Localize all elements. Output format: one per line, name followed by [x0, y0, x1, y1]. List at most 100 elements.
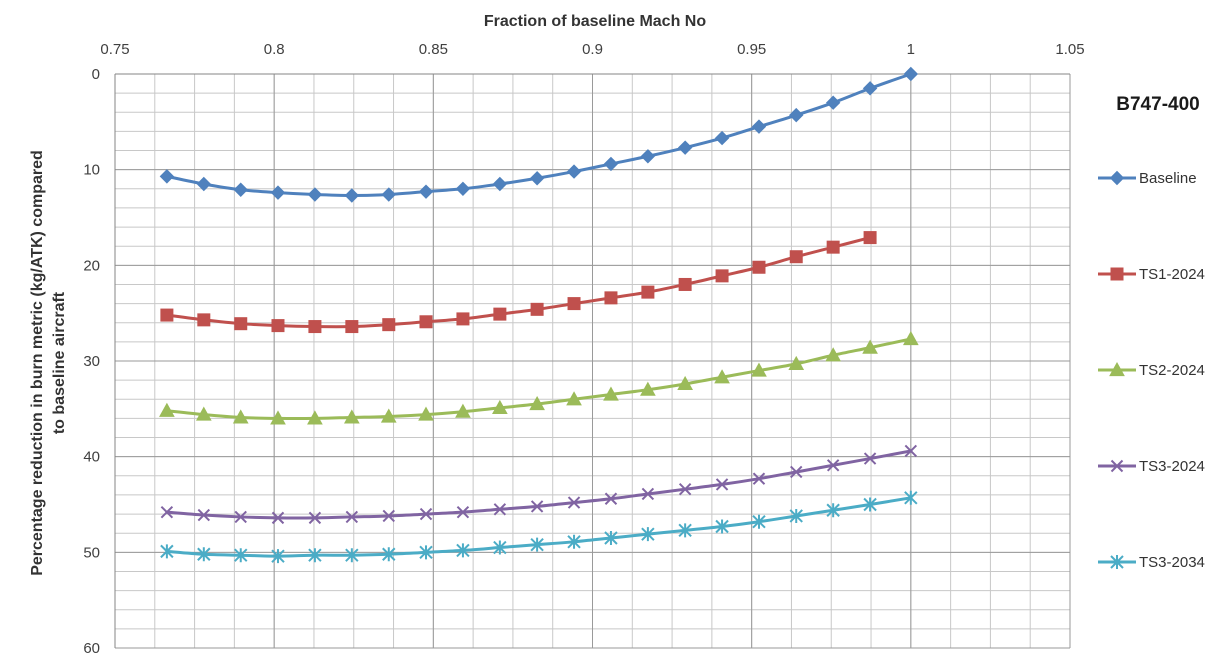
legend-marker	[1110, 267, 1124, 281]
data-point	[197, 508, 211, 522]
legend-item: TS3-2034	[1098, 554, 1205, 571]
chart-title: B747-400	[1116, 94, 1199, 115]
data-point	[788, 355, 805, 370]
data-point	[902, 330, 919, 346]
series-line	[165, 236, 872, 329]
data-point	[159, 169, 175, 184]
data-point	[604, 530, 618, 545]
data-point	[715, 478, 729, 491]
data-point	[714, 369, 730, 384]
series-ts1-2024	[160, 231, 877, 334]
data-point	[641, 487, 655, 501]
data-point	[641, 527, 655, 542]
data-point	[826, 240, 840, 254]
data-point	[603, 386, 619, 401]
data-point	[159, 402, 175, 417]
data-point	[270, 410, 286, 425]
data-point	[493, 540, 507, 555]
data-point	[641, 285, 655, 299]
data-point	[904, 490, 918, 505]
data-point	[233, 182, 248, 197]
data-point	[825, 347, 842, 362]
data-point	[271, 319, 285, 333]
data-point	[234, 510, 247, 524]
y-axis-title-line1: Percentage reduction in burn metric (kg/…	[29, 150, 46, 576]
data-point	[640, 149, 656, 164]
data-point	[826, 459, 840, 472]
data-point	[455, 181, 471, 197]
data-point	[863, 497, 877, 512]
data-point	[789, 107, 804, 123]
legend-item: TS1-2024	[1098, 266, 1205, 283]
data-point	[382, 318, 396, 332]
data-point	[677, 375, 693, 391]
data-point	[493, 307, 507, 321]
legend-label: Baseline	[1139, 170, 1197, 187]
data-point	[752, 472, 766, 485]
legend-label: TS2-2024	[1139, 362, 1205, 379]
legend-marker	[1110, 555, 1124, 569]
data-point	[232, 409, 249, 424]
data-point	[752, 514, 766, 529]
series-layer	[159, 66, 919, 564]
data-point	[603, 156, 619, 172]
x-tick-label: 0.75	[100, 41, 129, 58]
data-point	[640, 381, 656, 396]
data-point	[308, 548, 322, 563]
data-point	[789, 250, 803, 264]
data-point	[826, 503, 840, 518]
y-tick-label: 50	[83, 544, 100, 561]
data-point	[751, 119, 767, 134]
data-point	[381, 187, 396, 202]
x-tick-label: 0.8	[264, 41, 285, 58]
legend-label: TS3-2024	[1139, 458, 1205, 475]
data-point	[418, 406, 434, 421]
data-point	[382, 509, 395, 523]
data-point	[567, 297, 581, 311]
data-point	[456, 543, 470, 558]
data-point	[678, 277, 692, 291]
data-point	[271, 549, 285, 564]
x-tick-label: 0.9	[582, 41, 603, 58]
data-point	[418, 184, 434, 199]
data-point	[197, 547, 211, 562]
data-point	[677, 140, 693, 155]
series-ts2-2024	[159, 330, 919, 425]
data-point	[715, 519, 729, 534]
data-point	[195, 406, 212, 421]
y-axis-title-line2: to baseline aircraft	[51, 291, 68, 434]
y-tick-label: 60	[83, 640, 100, 654]
grid	[114, 73, 1071, 649]
data-point	[344, 188, 360, 203]
legend-label: TS3-2034	[1139, 554, 1205, 571]
data-point	[234, 317, 248, 331]
data-point	[566, 391, 582, 406]
data-point	[455, 403, 471, 418]
x-axis-title: Fraction of baseline Mach No	[484, 13, 706, 30]
data-point	[197, 313, 211, 327]
series-baseline	[159, 66, 919, 203]
x-tick-label: 1	[907, 41, 915, 58]
data-point	[678, 482, 692, 496]
data-point	[567, 496, 581, 509]
y-tick-label: 0	[92, 66, 100, 83]
legend-label: TS1-2024	[1139, 266, 1205, 283]
data-point	[234, 548, 248, 563]
data-point	[530, 537, 544, 552]
legend: Baseline TS1-2024 TS2-2024 TS3-2024 TS3-2034	[1098, 170, 1205, 571]
series-ts3-2024	[160, 444, 918, 525]
data-point	[493, 503, 507, 516]
legend-item: Baseline	[1098, 170, 1197, 187]
data-point	[419, 315, 433, 329]
data-point	[678, 523, 692, 538]
data-point	[904, 444, 918, 458]
data-point	[790, 465, 803, 479]
data-point	[196, 176, 212, 192]
data-point	[456, 505, 470, 519]
data-point	[862, 81, 878, 96]
data-point	[714, 130, 730, 146]
y-tick-label: 40	[83, 449, 100, 466]
data-point	[307, 187, 323, 202]
data-point	[308, 511, 322, 525]
legend-marker	[1109, 170, 1125, 186]
